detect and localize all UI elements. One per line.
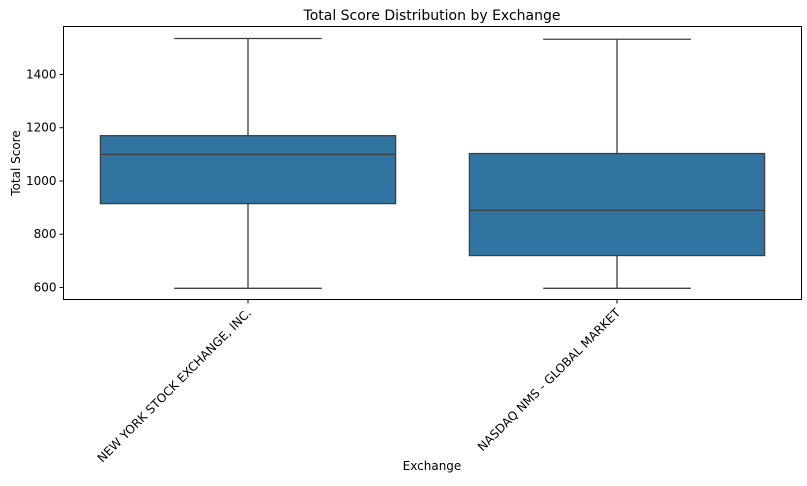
y-tick-label: 600 [34, 281, 57, 295]
box-iqr [468, 152, 766, 257]
plot-frame [63, 26, 802, 300]
y-tick-label: 800 [34, 227, 57, 241]
box-iqr [99, 135, 397, 205]
y-axis-label: Total Score [9, 130, 23, 196]
x-axis-label: Exchange [403, 459, 462, 473]
x-tick-label: NEW YORK STOCK EXCHANGE, INC. [95, 306, 255, 466]
x-tick-label: NASDAQ NMS - GLOBAL MARKET [475, 305, 624, 454]
chart-title: Total Score Distribution by Exchange [303, 8, 561, 24]
y-tick-label: 1400 [26, 67, 57, 81]
y-tick-label: 1000 [26, 174, 57, 188]
y-tick-label: 1200 [26, 121, 57, 135]
